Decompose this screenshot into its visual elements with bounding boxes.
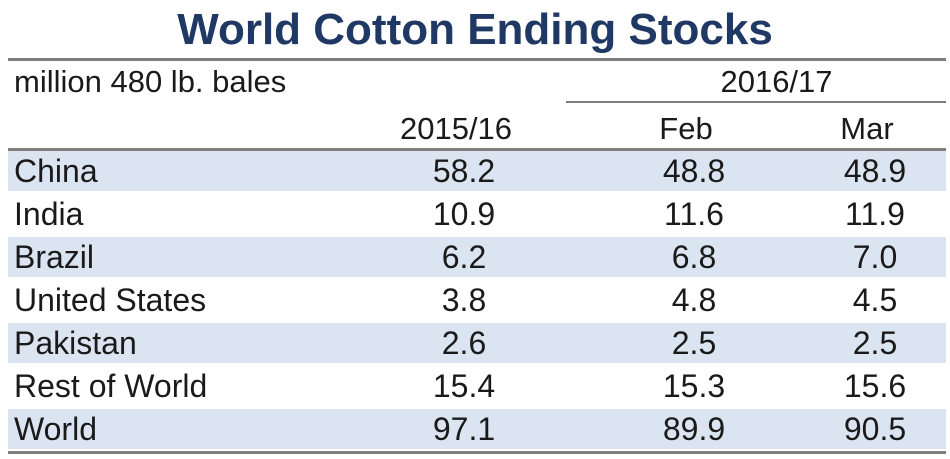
table-row: Pakistan 2.6 2.5 2.5: [8, 323, 946, 363]
table-cell: 11.6: [664, 196, 724, 232]
table-row: Rest of World 15.4 15.3 15.6: [8, 366, 946, 406]
units-label: million 480 lb. bales: [14, 64, 287, 99]
table-row: India 10.9 11.6 11.9: [8, 194, 946, 234]
header-rule: [8, 148, 946, 151]
table-cell: 10.9: [432, 196, 496, 232]
table-cell: 6.2: [441, 239, 487, 275]
table-cell: 3.8: [441, 282, 487, 318]
group-header: 2016/17: [720, 64, 833, 99]
table-cell: 97.1: [432, 411, 496, 447]
row-label: China: [14, 153, 98, 189]
row-label: Rest of World: [14, 368, 208, 404]
top-rule: [8, 58, 946, 61]
table-cell: 48.8: [662, 153, 726, 189]
table-cell: 2.5: [852, 325, 898, 361]
table-cell: 58.2: [432, 153, 496, 189]
table-row: World 97.1 89.9 90.5: [8, 409, 946, 449]
table-cell: 6.8: [671, 239, 717, 275]
table-cell: 15.4: [432, 368, 496, 404]
bottom-rule: [8, 451, 946, 454]
row-label: India: [14, 196, 84, 232]
table-cell: 11.9: [845, 196, 905, 232]
table-cell: 4.5: [852, 282, 898, 318]
group-header-rule: [566, 101, 946, 103]
row-label: Brazil: [14, 239, 95, 275]
table-cell: 7.0: [852, 239, 898, 275]
table-row: China 58.2 48.8 48.9: [8, 151, 946, 191]
row-label: United States: [14, 282, 207, 318]
row-label: Pakistan: [14, 325, 137, 361]
table-cell: 48.9: [843, 153, 907, 189]
table-cell: 4.8: [671, 282, 717, 318]
row-label: World: [14, 411, 97, 447]
column-header-feb: Feb: [659, 111, 713, 146]
table-cell: 89.9: [662, 411, 726, 447]
table-title: World Cotton Ending Stocks: [177, 5, 773, 54]
table-cell: 90.5: [843, 411, 907, 447]
table-row: Brazil 6.2 6.8 7.0: [8, 237, 946, 277]
table-cell: 15.3: [662, 368, 726, 404]
table-cell: 2.6: [441, 325, 487, 361]
column-header-2015-16: 2015/16: [399, 111, 513, 146]
column-header-mar: Mar: [840, 111, 894, 146]
table-cell: 15.6: [843, 368, 907, 404]
table-cell: 2.5: [671, 325, 717, 361]
table-row: United States 3.8 4.8 4.5: [8, 280, 946, 320]
